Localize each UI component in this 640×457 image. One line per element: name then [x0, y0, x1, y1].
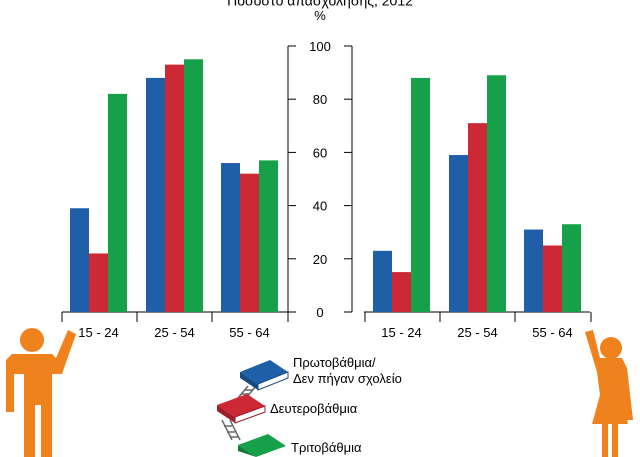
bar-men-tertiary: [108, 93, 127, 312]
y-axis-unit: %: [314, 8, 326, 23]
y-axis: 0 20 40 60 80 100: [287, 39, 353, 320]
bar-women-primary: [449, 155, 468, 312]
bar-women-secondary: [392, 272, 411, 312]
bar-men-tertiary: [259, 160, 278, 312]
x-category-label: 15 - 24: [78, 325, 118, 340]
legend-label-tertiary: Τριτοβάθμια: [291, 440, 362, 455]
bar-women-tertiary: [562, 224, 581, 312]
bar-men-secondary: [89, 253, 108, 312]
x-category-label: 15 - 24: [381, 325, 421, 340]
bar-men-primary: [70, 208, 89, 312]
legend-item-primary: Πρωτοβάθμια/ Δεν πήγαν σχολείο: [240, 355, 402, 391]
bar-men-secondary: [165, 64, 184, 313]
man-icon: [6, 328, 76, 457]
bar-women-tertiary: [487, 75, 506, 312]
book-icon: [238, 434, 286, 457]
x-category-label: 55 - 64: [532, 325, 572, 340]
legend-label-secondary: Δευτεροβάθμια: [270, 401, 358, 416]
men-category-labels: 15 - 24 25 - 54 55 - 64: [61, 312, 289, 340]
x-category-label: 25 - 54: [154, 325, 194, 340]
legend-item-tertiary: Τριτοβάθμια: [238, 434, 362, 457]
women-bar-group: [364, 75, 590, 313]
y-tick-label: 0: [316, 305, 323, 320]
legend-label-primary-line1: Πρωτοβάθμια/: [293, 355, 376, 370]
men-bar-group: [62, 59, 288, 313]
bar-women-primary: [373, 250, 392, 312]
book-icon: [217, 394, 266, 424]
legend-label-primary-line2: Δεν πήγαν σχολείο: [293, 371, 402, 386]
bar-women-secondary: [543, 245, 562, 312]
legend: Πρωτοβάθμια/ Δεν πήγαν σχολείο Δευτεροβά…: [217, 355, 402, 457]
woman-icon: [585, 330, 633, 457]
bar-women-tertiary: [411, 77, 430, 312]
women-category-labels: 15 - 24 25 - 54 55 - 64: [364, 312, 592, 340]
y-tick-label: 40: [313, 199, 327, 214]
bar-women-secondary: [468, 123, 487, 312]
book-icon: [240, 360, 289, 391]
x-category-label: 55 - 64: [229, 325, 269, 340]
chart-title: Ποσοστό απασχόλησης, 2012: [227, 0, 413, 9]
y-tick-label: 80: [313, 92, 327, 107]
y-tick-label: 100: [309, 39, 331, 54]
legend-item-secondary: Δευτεροβάθμια: [217, 394, 358, 424]
bar-men-secondary: [240, 173, 259, 312]
y-tick-label: 60: [313, 145, 327, 160]
bar-men-primary: [146, 77, 165, 312]
bar-men-primary: [221, 163, 240, 312]
y-tick-label: 20: [313, 252, 327, 267]
bar-men-tertiary: [184, 59, 203, 312]
bar-women-primary: [524, 229, 543, 312]
x-category-label: 25 - 54: [457, 325, 497, 340]
